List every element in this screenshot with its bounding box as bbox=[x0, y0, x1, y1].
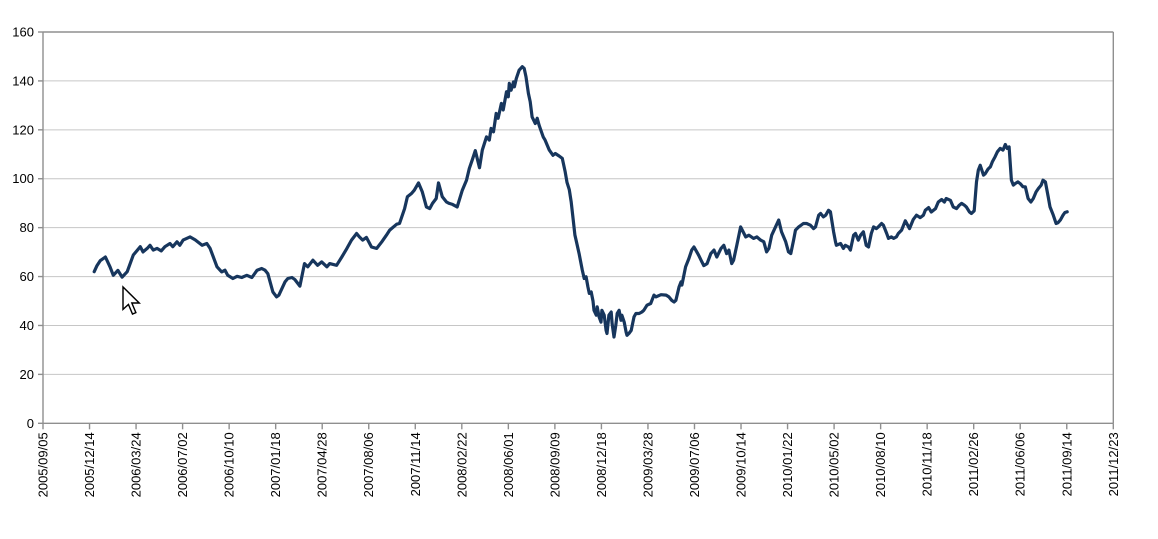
y-axis-label: 60 bbox=[20, 269, 34, 284]
y-axis-label: 20 bbox=[20, 367, 34, 382]
y-axis-labels: 0 20 40 60 80 100 120 140 160 bbox=[12, 25, 34, 431]
x-axis-label: 2010/01/22 bbox=[780, 432, 795, 497]
x-axis-label: 2007/01/18 bbox=[268, 432, 283, 497]
x-axis-label: 2011/09/14 bbox=[1059, 432, 1074, 496]
x-axis-label: 2006/03/24 bbox=[129, 432, 144, 497]
y-axis-label: 140 bbox=[12, 73, 34, 88]
x-axis-label: 2008/12/18 bbox=[594, 432, 609, 497]
y-axis-label: 120 bbox=[12, 122, 34, 137]
x-axis-label: 2011/02/26 bbox=[966, 432, 981, 496]
x-axis-label: 2011/06/06 bbox=[1013, 432, 1028, 496]
x-axis-label: 2008/09/09 bbox=[547, 432, 562, 497]
x-axis-label: 2008/02/22 bbox=[454, 432, 469, 497]
x-axis-label: 2011/12/23 bbox=[1106, 432, 1121, 496]
x-axis-label: 2010/11/18 bbox=[920, 432, 935, 496]
mouse-cursor-icon bbox=[122, 285, 141, 315]
y-axis-ticks bbox=[38, 31, 43, 424]
x-axis-label: 2008/06/01 bbox=[501, 432, 516, 497]
y-axis-label: 160 bbox=[12, 25, 34, 40]
x-axis-label: 2005/09/05 bbox=[36, 432, 51, 497]
x-axis-label: 2009/07/06 bbox=[687, 432, 702, 497]
x-axis-label: 2007/08/06 bbox=[361, 432, 376, 497]
gridlines bbox=[43, 31, 1114, 424]
x-axis-label: 2009/10/14 bbox=[734, 432, 749, 497]
x-axis-label: 2010/05/02 bbox=[827, 432, 842, 497]
data-series-line bbox=[92, 65, 1069, 339]
x-axis-label: 2010/08/10 bbox=[873, 432, 888, 497]
x-axis-label: 2009/03/28 bbox=[640, 432, 655, 497]
x-axis-label: 2007/11/14 bbox=[408, 432, 423, 496]
y-axis-label: 80 bbox=[20, 220, 34, 235]
x-axis-label: 2006/10/10 bbox=[222, 432, 237, 497]
x-axis-ticks bbox=[42, 423, 1115, 430]
x-axis-labels: 2005/09/05 2005/12/14 2006/03/24 2006/07/02… bbox=[36, 432, 1121, 497]
x-axis-label: 2005/12/14 bbox=[82, 432, 97, 497]
y-axis-label: 0 bbox=[27, 416, 34, 431]
y-axis-label: 40 bbox=[20, 318, 34, 333]
y-axis-label: 100 bbox=[12, 171, 34, 186]
x-axis-label: 2006/07/02 bbox=[175, 432, 190, 497]
x-axis-label: 2007/04/28 bbox=[315, 432, 330, 497]
